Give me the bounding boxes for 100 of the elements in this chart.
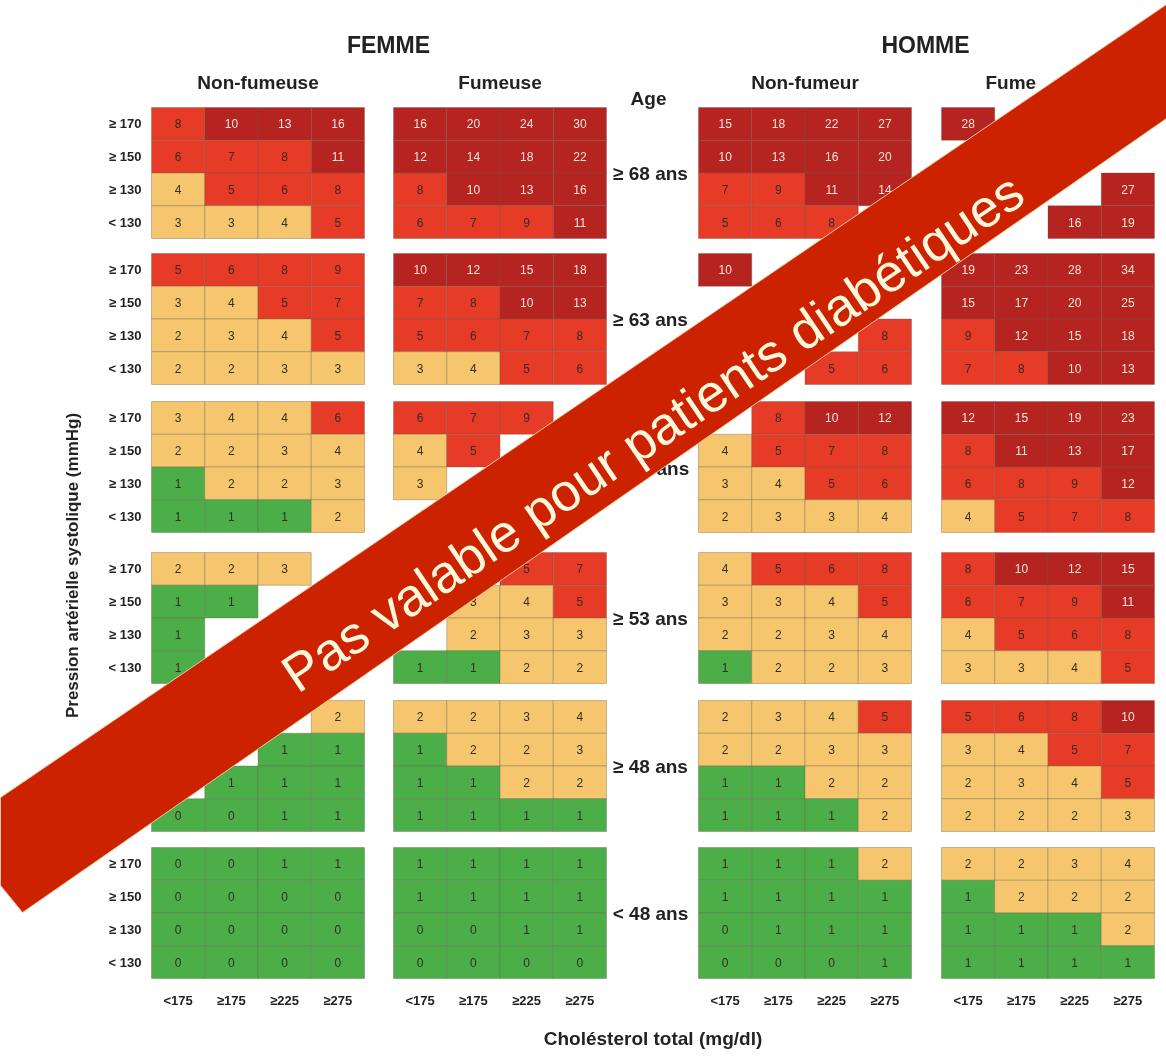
- data-label: 6: [334, 411, 342, 426]
- data-label: 3: [523, 627, 531, 642]
- data-label: 30: [573, 117, 587, 132]
- text: Fumeuse: [458, 72, 542, 93]
- data-label: 22: [824, 117, 839, 132]
- x-tick-label: ≥275: [870, 993, 900, 1008]
- x-tick-label: ≥275: [323, 993, 353, 1008]
- data-label: 0: [416, 955, 424, 970]
- data-label: 4: [576, 710, 584, 725]
- data-label: 11: [573, 215, 587, 230]
- data-label: 0: [828, 955, 836, 970]
- data-label: 0: [281, 955, 289, 970]
- data-label: 1: [334, 808, 342, 823]
- x-tick-label: ≥175: [458, 993, 488, 1008]
- data-label: 3: [523, 710, 531, 725]
- data-label: 6: [964, 595, 972, 610]
- data-label: 34: [1121, 263, 1135, 278]
- data-label: 2: [523, 660, 531, 675]
- data-label: 18: [1121, 328, 1135, 343]
- data-label: 1: [1018, 922, 1026, 937]
- data-label: 2: [1071, 808, 1079, 823]
- data-label: 3: [281, 444, 289, 459]
- data-label: 3: [775, 710, 783, 725]
- y-tick-label: ≥ 170: [109, 410, 142, 426]
- data-label: 0: [174, 857, 182, 872]
- data-label: 12: [466, 263, 481, 278]
- data-label: 4: [775, 476, 783, 491]
- data-label: 1: [828, 808, 836, 823]
- data-label: 1: [1124, 955, 1132, 970]
- data-label: 5: [1018, 627, 1026, 642]
- data-label: 12: [1067, 562, 1082, 577]
- data-label: 16: [824, 150, 839, 165]
- data-label: 12: [413, 150, 428, 165]
- data-label: 0: [281, 922, 289, 937]
- data-label: 1: [523, 890, 531, 905]
- data-label: 4: [228, 296, 236, 311]
- data-label: 0: [174, 955, 182, 970]
- data-label: 3: [721, 476, 729, 491]
- data-label: 1: [334, 775, 342, 790]
- data-label: 9: [523, 215, 531, 230]
- data-label: 0: [334, 922, 342, 937]
- data-label: 2: [828, 775, 836, 790]
- data-label: 1: [721, 857, 729, 872]
- annotation: ≥ 48 ans: [613, 755, 688, 777]
- y-tick-label: ≥ 170: [109, 262, 142, 278]
- data-label: 6: [881, 476, 889, 491]
- data-label: 10: [519, 296, 534, 311]
- data-label: 8: [334, 182, 342, 197]
- data-label: 2: [964, 775, 972, 790]
- data-label: 6: [174, 150, 182, 165]
- data-label: 7: [1018, 595, 1026, 610]
- data-label: 1: [1071, 922, 1079, 937]
- data-label: 2: [964, 808, 972, 823]
- data-label: 1: [470, 660, 478, 675]
- data-label: 12: [961, 411, 976, 426]
- data-label: 6: [1071, 627, 1079, 642]
- data-label: 0: [334, 890, 342, 905]
- data-label: 16: [573, 182, 587, 197]
- data-label: 2: [881, 775, 889, 790]
- data-label: 3: [228, 215, 236, 230]
- y-tick-label: ≥ 130: [109, 921, 142, 937]
- data-label: 0: [721, 922, 729, 937]
- data-label: 0: [523, 955, 531, 970]
- data-label: 5: [416, 328, 424, 343]
- data-label: 8: [964, 562, 972, 577]
- data-label: 13: [1121, 361, 1135, 376]
- data-label: 3: [1018, 660, 1026, 675]
- data-label: 12: [878, 411, 892, 426]
- x-tick-label: ≥175: [216, 993, 246, 1008]
- x-tick-label: ≥275: [565, 993, 595, 1008]
- data-label: 0: [174, 922, 182, 937]
- data-label: 15: [1067, 328, 1082, 343]
- data-label: 7: [416, 296, 424, 311]
- data-label: 7: [964, 361, 972, 376]
- data-label: 1: [174, 627, 182, 642]
- data-label: 0: [470, 955, 478, 970]
- data-label: 3: [281, 562, 289, 577]
- data-label: 2: [576, 775, 584, 790]
- data-label: 20: [466, 117, 481, 132]
- data-label: 4: [523, 595, 531, 610]
- data-label: 4: [964, 509, 972, 524]
- data-label: 19: [1121, 215, 1135, 230]
- data-label: 8: [881, 444, 889, 459]
- data-label: 1: [964, 922, 972, 937]
- data-label: 17: [1121, 444, 1135, 459]
- data-label: 11: [1015, 444, 1028, 459]
- data-label: 2: [470, 627, 478, 642]
- data-label: 5: [334, 328, 342, 343]
- data-label: 8: [576, 328, 584, 343]
- data-label: 1: [775, 890, 783, 905]
- data-label: 8: [1018, 476, 1026, 491]
- data-label: 1: [576, 922, 584, 937]
- data-label: 10: [1121, 710, 1135, 725]
- data-label: 25: [1121, 296, 1135, 311]
- data-label: 7: [721, 182, 729, 197]
- data-label: 5: [174, 263, 182, 278]
- data-label: 1: [228, 509, 236, 524]
- data-label: 5: [281, 296, 289, 311]
- data-label: 7: [228, 150, 236, 165]
- data-label: 1: [964, 955, 972, 970]
